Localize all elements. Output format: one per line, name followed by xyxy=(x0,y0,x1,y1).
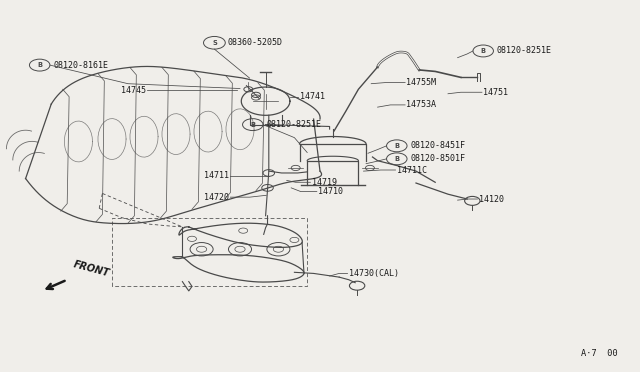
Text: 08120-8251E: 08120-8251E xyxy=(266,120,321,129)
Text: 14120: 14120 xyxy=(479,195,504,203)
Text: 14711C: 14711C xyxy=(397,166,427,174)
Text: B: B xyxy=(250,122,255,128)
Text: 14753A: 14753A xyxy=(406,100,436,109)
Text: 08360-5205D: 08360-5205D xyxy=(228,38,283,47)
Text: S: S xyxy=(212,40,217,46)
Text: 14720: 14720 xyxy=(204,193,229,202)
Text: 08120-8451F: 08120-8451F xyxy=(410,141,465,150)
Text: 14719: 14719 xyxy=(312,178,337,187)
Text: 08120-8251E: 08120-8251E xyxy=(497,46,552,55)
Text: 08120-8161E: 08120-8161E xyxy=(53,61,108,70)
Text: 14755M: 14755M xyxy=(406,78,436,87)
Text: B: B xyxy=(394,156,399,162)
Text: 14730(CAL): 14730(CAL) xyxy=(349,269,399,278)
Text: 08120-8501F: 08120-8501F xyxy=(410,154,465,163)
Text: A·7  00: A·7 00 xyxy=(581,349,618,358)
Text: B: B xyxy=(394,143,399,149)
Text: 14751: 14751 xyxy=(483,88,508,97)
Text: 14711: 14711 xyxy=(204,171,229,180)
Text: B: B xyxy=(37,62,42,68)
Text: 14745: 14745 xyxy=(121,86,146,94)
Text: B: B xyxy=(481,48,486,54)
Text: 14710: 14710 xyxy=(318,187,343,196)
Text: FRONT: FRONT xyxy=(72,259,111,278)
Text: 14741: 14741 xyxy=(300,92,324,101)
